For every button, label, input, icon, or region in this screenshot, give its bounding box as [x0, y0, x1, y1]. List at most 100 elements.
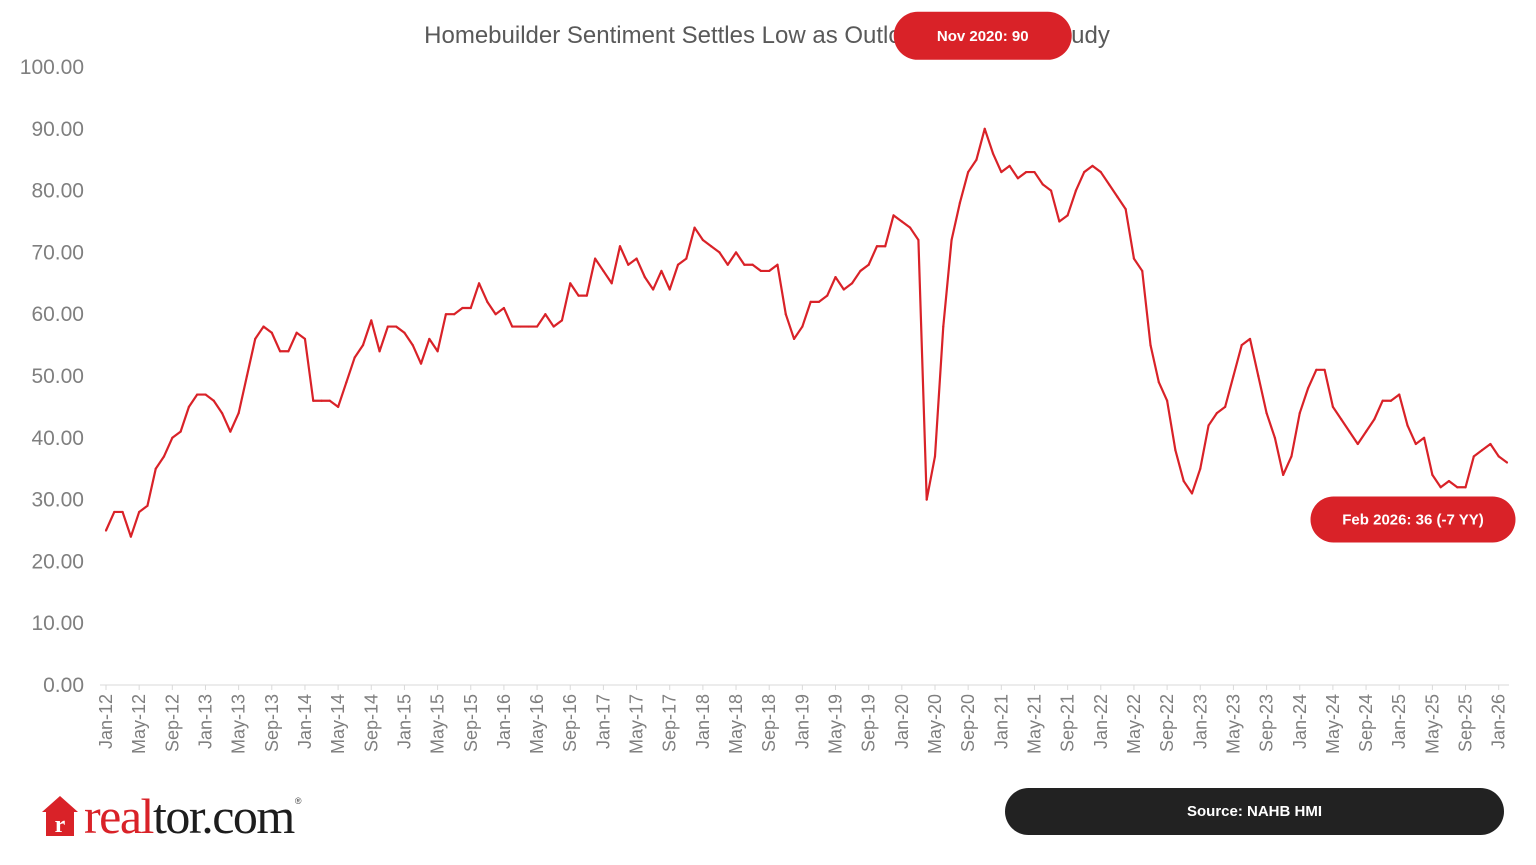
data-point	[710, 245, 713, 248]
data-point	[1016, 177, 1019, 180]
data-point	[1025, 170, 1028, 174]
data-point	[801, 325, 804, 328]
source-badge: Source: NAHB HMI	[1005, 788, 1504, 835]
y-tick-label: 40.00	[31, 427, 84, 450]
data-point	[1257, 374, 1260, 378]
data-point	[1489, 442, 1492, 446]
data-point	[1166, 399, 1169, 402]
data-point	[469, 306, 472, 310]
data-point	[171, 436, 174, 439]
data-point	[917, 238, 920, 242]
y-tick-label: 60.00	[31, 303, 84, 326]
data-point	[1000, 170, 1003, 174]
data-point	[146, 504, 149, 507]
annotation-pill	[893, 11, 1072, 60]
data-point	[1240, 344, 1243, 347]
data-point	[1058, 220, 1061, 223]
x-tick-label: Jan-18	[693, 694, 713, 749]
data-point	[1132, 257, 1136, 260]
y-tick-label: 30.00	[31, 489, 84, 512]
data-point	[1456, 486, 1459, 489]
x-tick-label: May-15	[428, 694, 448, 754]
data-point	[809, 300, 812, 303]
data-point	[104, 529, 108, 532]
data-point	[975, 158, 978, 161]
data-point	[652, 288, 655, 291]
x-tick-label: Sep-18	[759, 694, 779, 752]
x-tick-label: May-14	[328, 694, 348, 754]
data-point	[320, 399, 323, 402]
data-point	[900, 220, 903, 223]
data-point	[958, 201, 961, 205]
y-tick-label: 100.00	[20, 56, 84, 79]
data-point	[1340, 418, 1343, 421]
data-point	[303, 337, 307, 341]
data-point	[1356, 442, 1359, 446]
data-point	[544, 313, 547, 316]
data-point	[1414, 442, 1417, 446]
data-point	[154, 467, 157, 470]
logo-wordmark-red: real	[84, 788, 154, 844]
x-tick-label: May-25	[1422, 694, 1442, 754]
data-point	[121, 510, 124, 514]
data-point	[1348, 430, 1351, 433]
data-point	[768, 269, 771, 273]
x-tick-label: May-13	[229, 694, 249, 754]
data-point	[1298, 411, 1301, 415]
data-point	[884, 245, 887, 248]
y-tick-label: 20.00	[31, 550, 84, 573]
data-point	[1124, 208, 1127, 211]
data-point	[726, 263, 729, 266]
x-tick-label: Jan-12	[96, 694, 116, 749]
y-tick-label: 70.00	[31, 241, 84, 264]
data-point	[220, 411, 224, 415]
data-point	[817, 300, 821, 303]
data-point	[229, 430, 232, 433]
data-point	[991, 152, 995, 155]
x-tick-label: Sep-23	[1257, 694, 1277, 752]
data-point	[1364, 430, 1368, 433]
data-point	[419, 362, 423, 365]
data-point	[925, 498, 928, 501]
data-point	[875, 245, 879, 248]
data-point	[361, 344, 365, 347]
data-point	[1282, 473, 1285, 476]
data-point	[444, 313, 447, 316]
data-point	[1232, 374, 1235, 378]
data-point	[676, 263, 680, 266]
data-point	[909, 226, 912, 229]
data-point	[776, 263, 779, 266]
data-point	[701, 238, 704, 242]
y-tick-label: 50.00	[31, 365, 84, 388]
x-tick-label: Sep-13	[262, 694, 282, 752]
data-point	[1066, 214, 1069, 217]
data-point	[1373, 418, 1376, 421]
logo-trademark: ®	[294, 796, 302, 806]
data-point	[834, 276, 837, 279]
x-tick-label: Jan-17	[593, 694, 613, 749]
data-point	[212, 399, 215, 402]
data-point	[850, 282, 854, 285]
x-tick-label: Sep-12	[162, 694, 182, 752]
data-point	[859, 269, 862, 273]
annotation-pill	[1310, 496, 1516, 543]
data-point	[569, 282, 572, 285]
data-point	[204, 393, 207, 396]
data-point	[759, 269, 763, 273]
data-point	[585, 294, 588, 297]
data-point	[527, 325, 530, 328]
x-tick-label: May-22	[1124, 694, 1144, 754]
y-tick-label: 90.00	[31, 118, 84, 141]
data-point	[784, 313, 787, 316]
data-point	[933, 455, 937, 458]
x-tick-label: Sep-22	[1157, 694, 1177, 752]
x-tick-label: Jan-16	[494, 694, 514, 749]
series-layer	[104, 127, 1509, 538]
data-point	[428, 337, 431, 341]
data-point	[950, 238, 953, 242]
data-point	[295, 331, 298, 334]
data-point	[270, 331, 273, 334]
data-point	[378, 350, 381, 353]
x-tick-label: Jan-19	[792, 694, 812, 749]
